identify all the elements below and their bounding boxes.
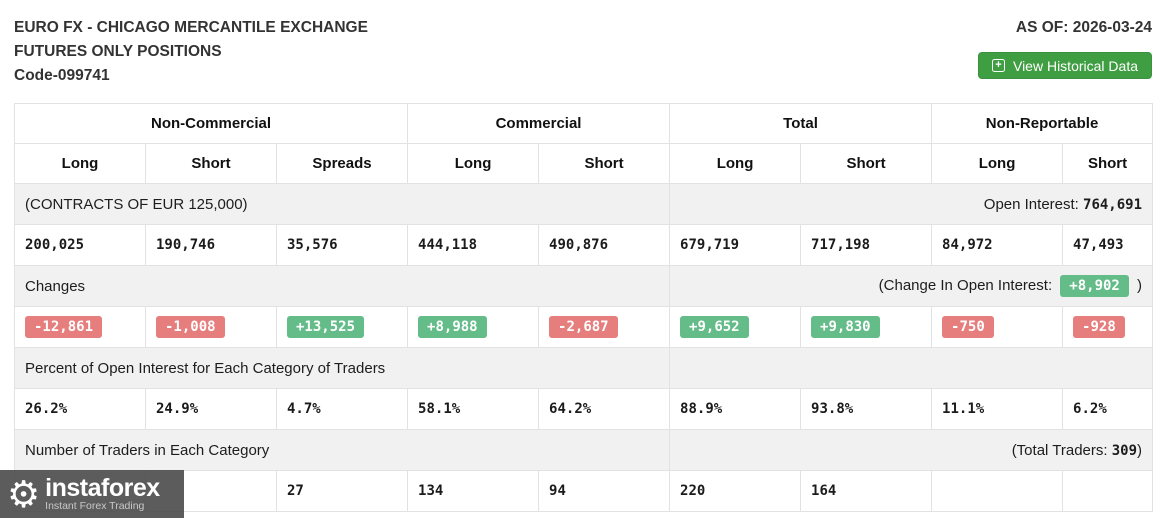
position-value: 717,198 (800, 224, 933, 266)
col-header-nr-long: Long (931, 143, 1064, 184)
change-open-interest-cell: (Change In Open Interest: +8,902 ) (669, 265, 1154, 307)
report-title-block: EURO FX - CHICAGO MERCANTILE EXCHANGE FU… (14, 16, 368, 88)
percent-band-empty (669, 347, 1154, 389)
col-header-c-long: Long (407, 143, 540, 184)
total-traders-cell: (Total Traders: 309) (669, 429, 1154, 471)
total-traders-value: 309 (1111, 442, 1138, 459)
open-interest-cell: Open Interest: 764,691 (669, 183, 1154, 225)
changes-row: -12,861 -1,008 +13,525 +8,988 -2,687 +9,… (14, 306, 1154, 348)
percent-value: 93.8% (800, 388, 933, 430)
change-oi-prefix: (Change In Open Interest: (878, 277, 1053, 294)
contracts-band-row: (CONTRACTS OF EUR 125,000) Open Interest… (13, 183, 1154, 225)
header-right: AS OF: 2026-03-24 + View Historical Data (977, 16, 1152, 79)
percent-value: 26.2% (14, 388, 146, 430)
col-header-nc-short: Short (145, 143, 277, 184)
view-historical-data-label: View Historical Data (1012, 57, 1138, 74)
gear-person-logo-icon: ⚙ (7, 472, 41, 516)
group-header-commercial: Commercial (407, 103, 671, 144)
traders-count (1062, 470, 1154, 512)
change-badge: +9,830 (811, 316, 880, 338)
percent-value: 11.1% (931, 388, 1064, 430)
total-traders-suffix: ) (1137, 441, 1143, 459)
position-value: 47,493 (1062, 224, 1154, 266)
traders-count (931, 470, 1064, 512)
report-code: Code-099741 (14, 67, 110, 84)
contracts-label: (CONTRACTS OF EUR 125,000) (13, 183, 671, 225)
change-badge: -750 (942, 316, 994, 338)
col-header-nr-short: Short (1062, 143, 1154, 184)
change-badge: +8,988 (418, 316, 487, 338)
percent-value: 88.9% (669, 388, 802, 430)
change-badge: -2,687 (549, 316, 618, 338)
watermark-brand: instaforex (45, 473, 160, 502)
change-badge: +13,525 (287, 316, 365, 338)
percent-value: 64.2% (538, 388, 671, 430)
change-badge: +9,652 (680, 316, 749, 338)
change-badge: -928 (1073, 316, 1125, 338)
traders-row: 27 134 94 220 164 (14, 470, 1154, 512)
position-value: 190,746 (145, 224, 277, 266)
change-oi-badge: +8,902 (1060, 275, 1129, 297)
calendar-plus-icon: + (991, 59, 1005, 72)
traders-label: Number of Traders in Each Category (13, 429, 671, 471)
position-value: 444,118 (407, 224, 540, 266)
position-value: 490,876 (538, 224, 671, 266)
view-historical-data-button[interactable]: + View Historical Data (977, 52, 1152, 79)
as-of-date: AS OF: 2026-03-24 (1015, 19, 1152, 36)
percent-band-row: Percent of Open Interest for Each Catego… (13, 347, 1154, 389)
position-value: 679,719 (669, 224, 802, 266)
traders-band-row: Number of Traders in Each Category (Tota… (13, 429, 1154, 471)
traders-count: 220 (669, 470, 802, 512)
instaforex-watermark: ⚙ instaforex Instant Forex Trading (0, 470, 184, 518)
group-header-total: Total (669, 103, 933, 144)
percent-label: Percent of Open Interest for Each Catego… (13, 347, 671, 389)
column-header-row: Long Short Spreads Long Short Long Short… (14, 143, 1154, 184)
col-header-c-short: Short (538, 143, 671, 184)
traders-count: 27 (275, 470, 409, 512)
report-title-line1: EURO FX - CHICAGO MERCANTILE EXCHANGE (14, 19, 368, 36)
watermark-text-block: instaforex Instant Forex Trading (45, 473, 160, 512)
changes-label: Changes (13, 265, 671, 307)
change-badge: -1,008 (156, 316, 225, 338)
traders-count: 134 (407, 470, 540, 512)
percent-value: 6.2% (1062, 388, 1154, 430)
col-header-nc-spreads: Spreads (275, 143, 409, 184)
open-interest-label: Open Interest: (983, 195, 1079, 213)
col-header-nc-long: Long (14, 143, 146, 184)
col-header-t-long: Long (669, 143, 802, 184)
percent-value: 24.9% (145, 388, 277, 430)
percent-value: 58.1% (407, 388, 540, 430)
percents-row: 26.2% 24.9% 4.7% 58.1% 64.2% 88.9% 93.8%… (14, 388, 1154, 430)
change-oi-suffix: ) (1137, 277, 1143, 294)
position-value: 200,025 (14, 224, 146, 266)
report-title-line2: FUTURES ONLY POSITIONS (14, 43, 222, 60)
position-value: 84,972 (931, 224, 1064, 266)
positions-row: 200,025 190,746 35,576 444,118 490,876 6… (14, 224, 1154, 266)
position-value: 35,576 (275, 224, 409, 266)
group-header-non-reportable: Non-Reportable (931, 103, 1154, 144)
watermark-tagline: Instant Forex Trading (45, 499, 145, 512)
percent-value: 4.7% (275, 388, 409, 430)
traders-count: 164 (800, 470, 933, 512)
traders-count: 94 (538, 470, 671, 512)
col-header-t-short: Short (800, 143, 933, 184)
cot-report-table: Non-Commercial Commercial Total Non-Repo… (13, 103, 1154, 512)
group-header-row: Non-Commercial Commercial Total Non-Repo… (13, 103, 1154, 144)
changes-band-row: Changes (Change In Open Interest: +8,902… (13, 265, 1154, 307)
page-header: EURO FX - CHICAGO MERCANTILE EXCHANGE FU… (0, 0, 1166, 88)
change-badge: -12,861 (25, 316, 103, 338)
open-interest-value: 764,691 (1083, 196, 1143, 213)
group-header-non-commercial: Non-Commercial (13, 103, 409, 144)
total-traders-prefix: (Total Traders: (1011, 441, 1108, 459)
